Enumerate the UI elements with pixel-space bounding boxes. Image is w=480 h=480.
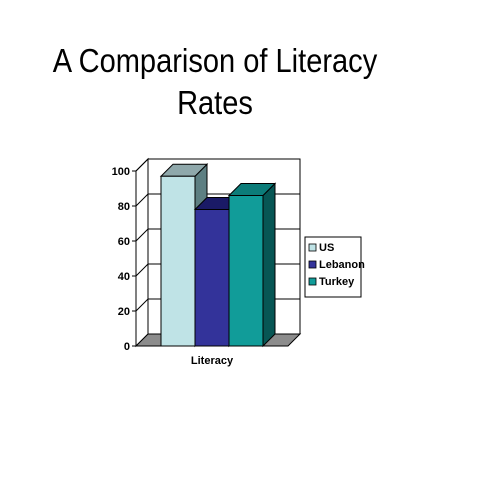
y-tick-label: 20 (118, 306, 130, 318)
gridline (135, 158, 300, 172)
legend-swatch-turkey (308, 277, 317, 286)
x-category-label: Literacy (191, 355, 234, 367)
bar-side-turkey (262, 182, 276, 348)
y-tick-label: 40 (118, 271, 130, 283)
legend-swatch-us (308, 243, 317, 252)
bar-turkey (228, 195, 264, 347)
side-wall (135, 157, 149, 348)
bar-us (160, 175, 196, 347)
legend-label-turkey: Turkey (319, 276, 355, 288)
chart-title-line-1: A Comparison of Literacy (52, 42, 378, 79)
legend-label-lebanon: Lebanon (319, 259, 365, 271)
y-tick-label: 60 (118, 236, 130, 248)
legend-label-us: US (319, 242, 334, 254)
y-tick-label: 100 (112, 166, 130, 178)
y-tick-label: 0 (124, 341, 130, 353)
chart-title-line-2: Rates (177, 84, 253, 121)
legend-swatch-lebanon (308, 260, 317, 269)
y-tick-label: 80 (118, 201, 130, 213)
bar-lebanon (194, 209, 230, 347)
chart-title: A Comparison of Literacy Rates (26, 40, 404, 124)
